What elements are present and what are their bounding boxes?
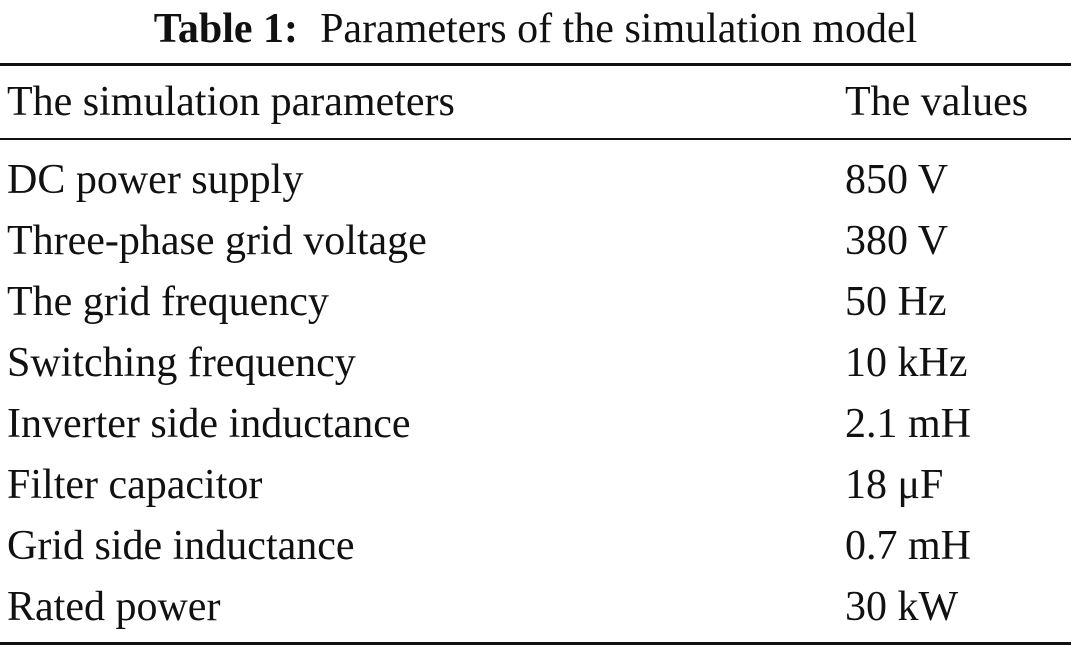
value-cell: 50 Hz — [845, 279, 947, 325]
table-header-row: The simulation parameters The values — [0, 74, 1071, 130]
parameter-cell: Filter capacitor — [7, 462, 263, 508]
value-cell: 18 μF — [845, 462, 944, 508]
table-caption-text: Parameters of the simulation model — [320, 6, 918, 52]
parameter-cell: Three-phase grid voltage — [7, 218, 427, 264]
table-top-rule — [0, 63, 1071, 66]
table-row: DC power supply 850 V — [0, 152, 1071, 208]
table-row: Three-phase grid voltage 380 V — [0, 213, 1071, 269]
value-cell: 30 kW — [845, 584, 959, 630]
table-row: Rated power 30 kW — [0, 579, 1071, 635]
parameter-cell: DC power supply — [7, 157, 304, 203]
parameter-cell: Grid side inductance — [7, 523, 355, 569]
column-header-parameters: The simulation parameters — [7, 79, 455, 125]
value-cell: 850 V — [845, 157, 949, 203]
parameter-cell: Switching frequency — [7, 340, 356, 386]
table-bottom-rule — [0, 642, 1071, 645]
parameter-cell: The grid frequency — [7, 279, 329, 325]
parameter-cell: Rated power — [7, 584, 221, 630]
table-row: Inverter side inductance 2.1 mH — [0, 396, 1071, 452]
table-row: Switching frequency 10 kHz — [0, 335, 1071, 391]
value-cell: 380 V — [845, 218, 949, 264]
column-header-values: The values — [845, 79, 1029, 125]
parameter-cell: Inverter side inductance — [7, 401, 411, 447]
table-caption-label: Table 1: — [153, 6, 299, 52]
table-row: The grid frequency 50 Hz — [0, 274, 1071, 330]
value-cell: 0.7 mH — [845, 523, 971, 569]
value-cell: 2.1 mH — [845, 401, 971, 447]
table-row: Grid side inductance 0.7 mH — [0, 518, 1071, 574]
value-cell: 10 kHz — [845, 340, 968, 386]
table-header-rule — [0, 138, 1071, 140]
table-row: Filter capacitor 18 μF — [0, 457, 1071, 513]
table-caption: Table 1: Parameters of the simulation mo… — [0, 0, 1071, 58]
